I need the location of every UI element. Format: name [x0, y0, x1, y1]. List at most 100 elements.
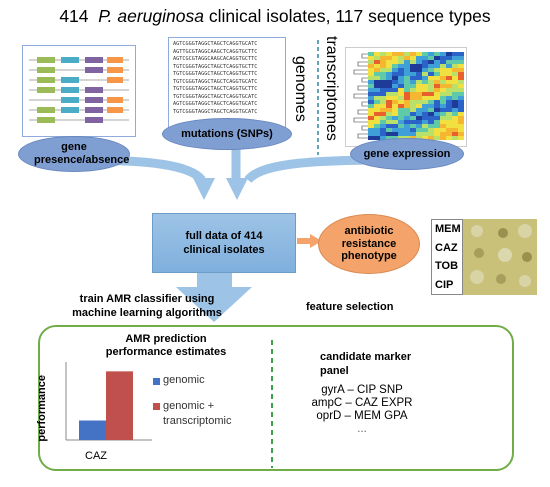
heatmap-cell	[440, 108, 446, 112]
heatmap-cell	[440, 100, 446, 104]
heatmap-cell	[446, 124, 452, 128]
heatmap-cell	[458, 132, 464, 136]
agar-plate-photo	[463, 219, 537, 295]
arrow-head-right	[226, 178, 248, 200]
heatmap-cell	[452, 128, 458, 132]
heatmap-cell	[446, 80, 452, 84]
heatmap-cell	[434, 72, 440, 76]
heatmap-cell	[434, 76, 440, 80]
heatmap-cell	[398, 84, 404, 88]
heatmap-cell	[446, 128, 452, 132]
heatmap-cell	[392, 128, 398, 132]
heatmap-cell	[380, 136, 386, 140]
heatmap-cell	[386, 100, 392, 104]
heatmap-cell	[458, 120, 464, 124]
heatmap-cell	[410, 72, 416, 76]
train-arrow	[176, 272, 252, 322]
heatmap-cell	[428, 60, 434, 64]
heatmap-cell	[404, 112, 410, 116]
heatmap-cell	[446, 96, 452, 100]
heatmap-cell	[458, 96, 464, 100]
antibiotic-label: TOB	[435, 260, 459, 272]
heatmap-cell	[446, 84, 452, 88]
heatmap-cell	[368, 128, 374, 132]
heatmap-cell	[392, 52, 398, 56]
dendrogram-branch	[357, 61, 368, 67]
legend-swatch-genomic	[153, 378, 160, 385]
heatmap-cell	[386, 120, 392, 124]
heatmap-cell	[368, 112, 374, 116]
heatmap-cell	[416, 112, 422, 116]
heatmap-cell	[440, 132, 446, 136]
marker-item: oprD – MEM GPA	[316, 410, 408, 422]
heatmap-cell	[380, 92, 386, 96]
dendrogram-branch	[353, 117, 368, 123]
heatmap-cell	[446, 100, 452, 104]
heatmap-cell	[410, 92, 416, 96]
heatmap-cell	[380, 104, 386, 108]
heatmap-cell	[422, 60, 428, 64]
heatmap-cell	[428, 128, 434, 132]
train-label: train AMR classifier using machine learn…	[72, 293, 222, 320]
heatmap-cell	[458, 52, 464, 56]
heatmap-cell	[452, 124, 458, 128]
heatmap-cell	[368, 104, 374, 108]
bar-genomic	[79, 420, 106, 440]
heatmap-cell	[386, 72, 392, 76]
heatmap-cell	[446, 120, 452, 124]
heatmap-cell	[380, 76, 386, 80]
heatmap-cell	[422, 112, 428, 116]
heatmap-cell	[404, 120, 410, 124]
sequence-line: TGTCGGGTAGGCTAGCTCAGGTGCTTC	[173, 86, 258, 92]
heatmap-cell	[416, 68, 422, 72]
heatmap-cell	[386, 84, 392, 88]
resistance-label: antibiotic resistance phenotype	[341, 225, 397, 263]
heatmap-cell	[452, 68, 458, 72]
heatmap-cell	[458, 108, 464, 112]
sequence-line: TGTCGGGTAGGCTAGCTCAGGTGCTTC	[173, 63, 258, 70]
arrow-head-left	[193, 178, 215, 200]
heatmap-cell	[374, 108, 380, 112]
heatmap-cell	[368, 108, 374, 112]
heatmap-cell	[368, 60, 374, 64]
heatmap-cell	[374, 128, 380, 132]
heatmap-cell	[434, 100, 440, 104]
heatmap-cell	[404, 52, 410, 56]
heatmap-cell	[458, 60, 464, 64]
title-species: P. aeruginosa	[98, 6, 204, 26]
heatmap-cell	[422, 56, 428, 60]
heatmap-cell	[416, 88, 422, 92]
heatmap-cell	[404, 104, 410, 108]
heatmap-cell	[374, 88, 380, 92]
heatmap-cell	[404, 116, 410, 120]
heatmap-cell	[380, 68, 386, 72]
heatmap-cell	[428, 76, 434, 80]
marker-item: gyrA – CIP SNP	[321, 384, 403, 396]
heatmap-cell	[434, 136, 440, 140]
heatmap-cell	[380, 80, 386, 84]
heatmap-cell	[458, 116, 464, 120]
heatmap-cell	[452, 104, 458, 108]
full-data-label: full data of 414 clinical isolates	[183, 229, 265, 256]
heatmap-cell	[458, 92, 464, 96]
heatmap-cell	[422, 116, 428, 120]
heatmap-cell	[416, 124, 422, 128]
heatmap-cell	[434, 68, 440, 72]
heatmap-cell	[446, 88, 452, 92]
heatmap-cell	[452, 136, 458, 140]
heatmap-cell	[380, 88, 386, 92]
heatmap-cell	[428, 132, 434, 136]
heatmap-cell	[404, 76, 410, 80]
heatmap-cell	[434, 88, 440, 92]
antibiotic-label: CAZ	[435, 241, 458, 254]
heatmap-cell	[446, 104, 452, 108]
heatmap-cell	[416, 80, 422, 84]
heatmap-cell	[404, 124, 410, 128]
heatmap-cell	[410, 76, 416, 80]
heatmap-cell	[446, 68, 452, 72]
heatmap-cell	[392, 124, 398, 128]
heatmap-cell	[452, 112, 458, 116]
heatmap-cell	[422, 128, 428, 132]
gene-expression-ellipse: gene expression	[350, 138, 464, 170]
heatmap-cell	[440, 92, 446, 96]
